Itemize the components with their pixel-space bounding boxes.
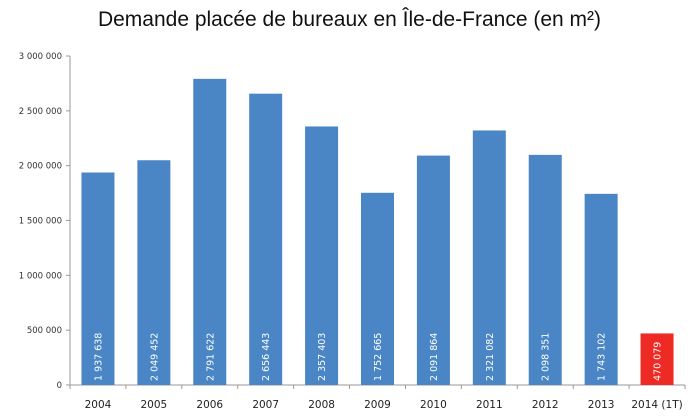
x-tick-label: 2005 [140, 399, 167, 411]
x-tick-label: 2010 [420, 399, 447, 411]
bar-value-label: 2 321 082 [485, 333, 496, 381]
y-tick-label: 2 000 000 [19, 162, 62, 172]
x-tick-label: 2012 [532, 399, 559, 411]
x-tick-label: 2004 [85, 399, 112, 411]
y-tick-label: 500 000 [27, 326, 62, 336]
bar-value-label: 1 752 665 [373, 333, 384, 381]
x-tick-label: 2009 [364, 399, 391, 411]
bar-2009 [361, 192, 394, 385]
y-tick-label: 2 500 000 [19, 107, 62, 117]
bar-2006 [193, 78, 227, 386]
bar-2007 [249, 93, 283, 385]
y-tick-label: 1 500 000 [19, 217, 62, 227]
bar-value-label: 2 656 443 [261, 333, 272, 381]
bar-2014-1T- [640, 333, 674, 385]
bar-2004 [81, 172, 115, 385]
bar-value-label: 2 049 452 [149, 333, 160, 381]
x-tick-label: 2007 [252, 399, 279, 411]
y-tick-label: 3 000 000 [19, 52, 62, 62]
chart-title: Demande placée de bureaux en Île-de-Fran… [97, 8, 602, 31]
x-tick-label: 2011 [476, 399, 503, 411]
x-axis-ticks: 2004 2005 2006 2007 2008 2009 2010 2011 2012 2013… [69, 385, 686, 411]
bar-value-label: 2 357 403 [317, 333, 328, 381]
y-tick-label: 0 [57, 381, 62, 391]
bar-value-label: 2 791 622 [205, 333, 216, 381]
bar-2012 [528, 154, 562, 385]
bars-group: 1 937 638 2 049 452 2 791 622 2 656 443 2 35… [81, 78, 674, 386]
bar-2008 [305, 126, 339, 386]
x-tick-label: 2008 [308, 399, 335, 411]
x-tick-label: 2013 [588, 399, 615, 411]
bar-value-label: 1 937 638 [93, 333, 104, 381]
x-tick-label: 2006 [196, 399, 223, 411]
bar-2010 [416, 155, 450, 385]
y-axis-ticks: 0 500 000 1 000 000 1 500 000 2 000 000 2 500… [19, 52, 70, 391]
bar-value-label: 2 098 351 [541, 333, 552, 381]
bar-value-label: 2 091 864 [429, 333, 440, 381]
bar-value-label: 1 743 102 [597, 333, 608, 381]
bar-value-label: 470 079 [653, 342, 664, 381]
bar-2011 [472, 130, 506, 385]
y-tick-label: 1 000 000 [19, 271, 62, 281]
x-tick-label: 2014 (1T) [631, 399, 682, 411]
bar-2005 [137, 160, 171, 385]
bar-2013 [584, 193, 618, 385]
